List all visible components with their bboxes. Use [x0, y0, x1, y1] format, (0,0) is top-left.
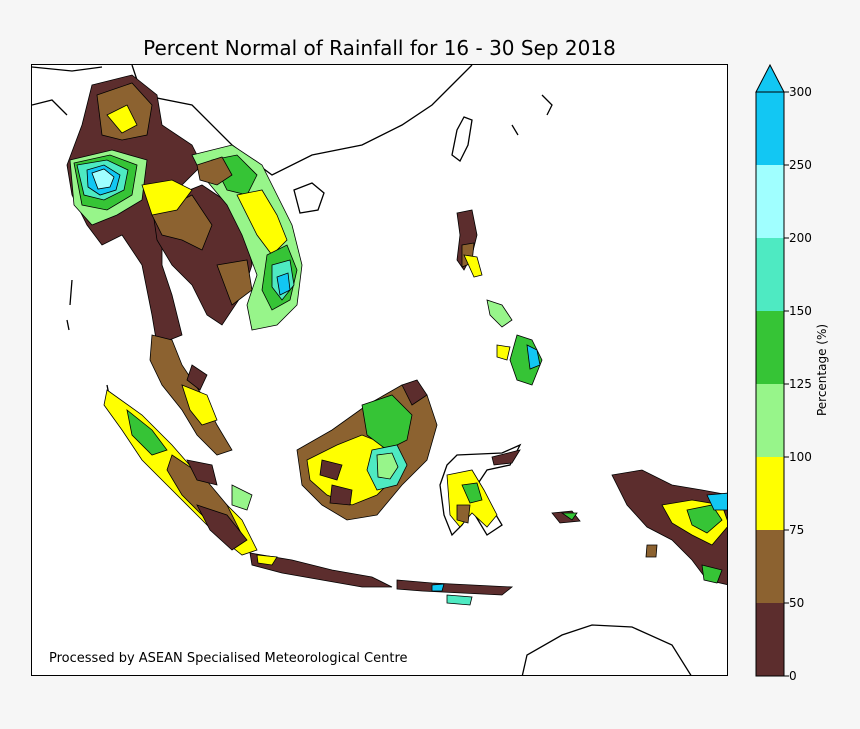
colorbar-tick-label: 200 [789, 231, 812, 245]
colorbar-tick-label: 0 [789, 669, 797, 683]
colorbar-bin-100-125 [756, 384, 784, 457]
colorbar-bin-75-100 [756, 457, 784, 530]
colorbar-bins [756, 92, 784, 676]
colorbar-bin-200-250 [756, 165, 784, 238]
blue-heavy-rain-sunda [431, 583, 445, 592]
blue-heavy-rain-mindanao [526, 344, 541, 370]
colorbar-tick-label: 100 [789, 450, 812, 464]
colorbar-title: Percentage (%) [815, 323, 829, 417]
hainan-island [293, 182, 325, 214]
credit-text: Processed by ASEAN Specialised Meteorolo… [49, 651, 408, 666]
colorbar-bin-150-200 [756, 238, 784, 311]
colorbar-tick-label: 125 [789, 377, 812, 391]
colorbar-tick-label: 250 [789, 158, 812, 172]
colorbar-tick-label: 75 [789, 523, 805, 537]
colorbar-ticks [784, 91, 789, 677]
sulawesi-rainfall [446, 449, 521, 528]
colorbar-tick-label: 300 [789, 85, 812, 99]
map-title: Percent Normal of Rainfall for 16 - 30 S… [143, 36, 616, 60]
new-guinea-rainfall [551, 469, 727, 585]
rainfall-map: Processed by ASEAN Specialised Meteorolo… [31, 64, 728, 676]
china-coast [32, 65, 473, 176]
colorbar-bin-0-50 [756, 603, 784, 676]
colorbar-bin-125-150 [756, 311, 784, 384]
colorbar-bin-250-300 [756, 92, 784, 165]
colorbar-tick-label: 50 [789, 596, 805, 610]
philippines-rainfall [456, 209, 543, 386]
coastlines [32, 65, 692, 675]
taiwan-island [451, 116, 473, 162]
blue-heavy-rain-new-guinea [706, 492, 727, 511]
colorbar-bin-50-75 [756, 530, 784, 603]
north-coast-islands [511, 94, 553, 136]
colorbar-tick-label: 150 [789, 304, 812, 318]
mainland-rainfall [66, 74, 303, 456]
andaman-islands [66, 279, 73, 331]
colorbar-extend-arrow [755, 63, 785, 93]
sumatra-rainfall [103, 389, 258, 556]
colorbar [755, 63, 789, 677]
borneo-rainfall [296, 379, 438, 521]
blue-heavy-rain-vietnam [276, 272, 291, 296]
australia-coast [521, 624, 692, 675]
java-rainfall [249, 552, 514, 606]
